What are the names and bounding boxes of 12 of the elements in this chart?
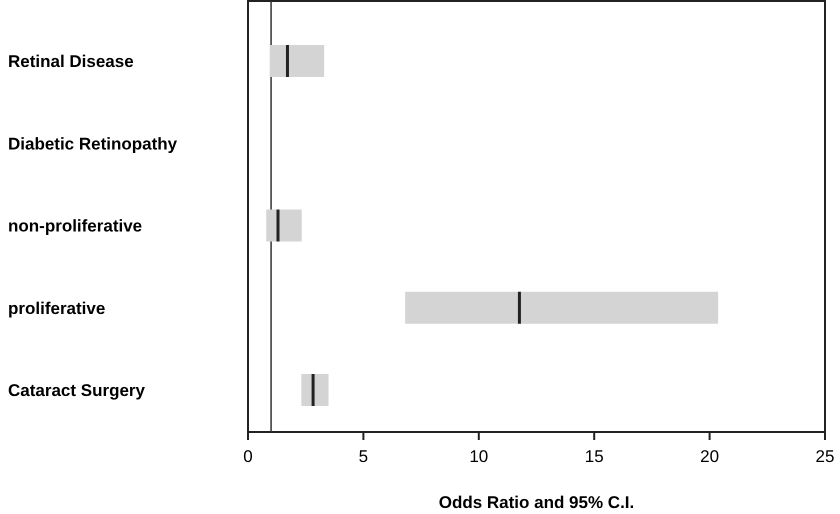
x-tick-label: 0 (243, 447, 253, 466)
y-tick-label: proliferative (8, 298, 106, 318)
y-tick-label: Cataract Surgery (8, 381, 146, 400)
x-tick-label: 15 (584, 447, 604, 466)
x-tick-label: 10 (469, 447, 488, 466)
x-tick-label: 5 (358, 447, 368, 466)
x-tick-label: 20 (700, 447, 720, 466)
x-axis-title: Odds Ratio and 95% C.I. (438, 493, 634, 512)
y-tick-label: Retinal Disease (8, 52, 134, 71)
y-tick-label: Diabetic Retinopathy (8, 134, 178, 154)
x-tick-label: 25 (816, 447, 834, 466)
y-tick-label: non-proliferative (8, 216, 142, 236)
